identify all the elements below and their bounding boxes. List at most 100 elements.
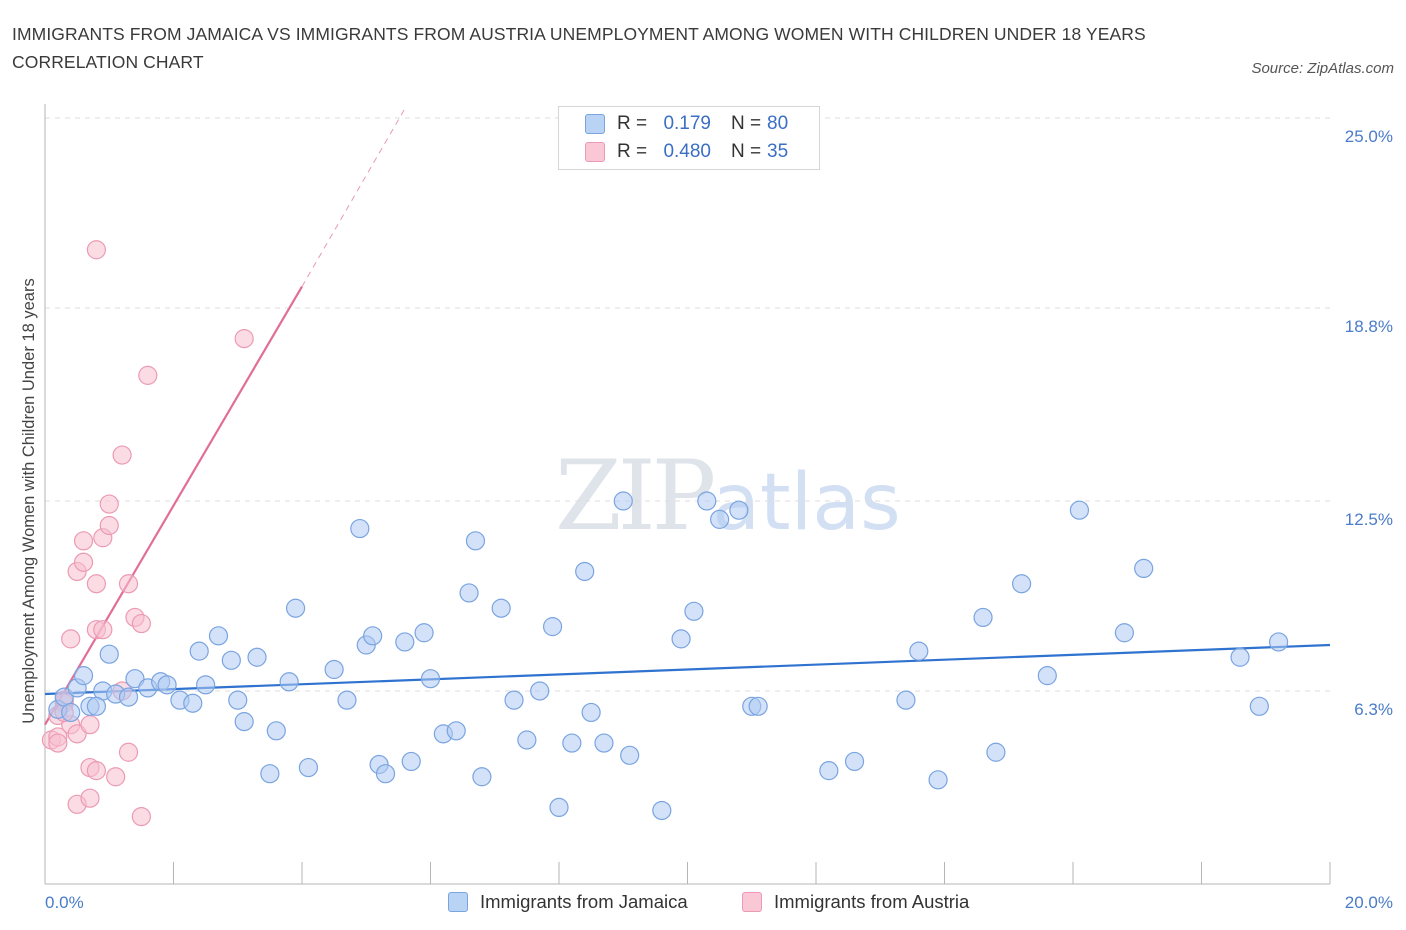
jamaica-point (350, 518, 370, 539)
jamaica-point (491, 598, 511, 618)
jamaica-point (61, 702, 81, 723)
jamaica-point (73, 666, 94, 686)
jamaica-point (1268, 632, 1289, 652)
jamaica-point (896, 690, 916, 710)
jamaica-point (266, 721, 286, 741)
austria-point (234, 329, 254, 349)
watermark-zip: ZIP (555, 440, 716, 552)
jamaica-point (395, 632, 415, 652)
austria-point (138, 365, 158, 385)
jamaica-point (337, 690, 357, 710)
jamaica-point (285, 598, 306, 618)
y-tick-label: 18.8% (1345, 317, 1393, 336)
n-value: 80 (767, 113, 789, 134)
chart-title: IMMIGRANTS FROM JAMAICA VS IMMIGRANTS FR… (12, 24, 1146, 72)
jamaica-point (420, 669, 441, 689)
austria-point (131, 613, 151, 634)
legend-row-austria: R = 0.480 N = 35 (585, 139, 788, 165)
jamaica-point (844, 751, 865, 772)
jamaica-point (819, 761, 839, 781)
jamaica-point (575, 561, 595, 582)
jamaica-point (1069, 500, 1090, 520)
jamaica-swatch (448, 892, 468, 912)
x-tick-label: 0.0% (45, 893, 84, 912)
jamaica-point (1134, 558, 1154, 579)
austria-point (93, 620, 113, 640)
austria-point (131, 806, 151, 827)
jamaica-point (1249, 696, 1269, 716)
austria-point (118, 574, 139, 594)
r-value: 0.480 (663, 141, 711, 162)
jamaica-point (189, 641, 209, 661)
jamaica-point (472, 767, 492, 787)
jamaica-point (620, 745, 640, 765)
y-tick-label: 12.5% (1345, 510, 1393, 529)
jamaica-point (208, 626, 229, 646)
jamaica-point (157, 675, 177, 695)
jamaica-swatch (585, 114, 605, 134)
jamaica-point (562, 733, 582, 753)
jamaica-point (279, 672, 299, 692)
grid-lines (45, 117, 1330, 692)
jamaica-point (401, 751, 421, 772)
r-label: R = (617, 113, 648, 134)
jamaica-point (581, 702, 601, 723)
jamaica-point (517, 730, 537, 750)
austria-swatch (742, 892, 762, 912)
jamaica-point (748, 696, 768, 716)
y-tick-label: 25.0% (1345, 127, 1393, 146)
austria-point (99, 515, 119, 536)
jamaica-point (684, 601, 704, 621)
jamaica-point (459, 583, 479, 603)
jamaica-point (118, 687, 139, 707)
austria-point (118, 742, 139, 762)
austria-point (73, 552, 94, 572)
austria-point (86, 240, 107, 260)
jamaica-point (909, 641, 929, 661)
jamaica-point (247, 647, 267, 667)
jamaica-point (530, 681, 550, 701)
r-value: 0.179 (663, 113, 711, 134)
jamaica-point (363, 626, 383, 646)
jamaica-point (221, 650, 241, 670)
jamaica-point (99, 644, 119, 664)
n-label: N = (731, 141, 762, 162)
source-credit: Source: ZipAtlas.com (1251, 60, 1394, 77)
austria-trend-extension (301, 108, 406, 287)
legend-label-austria: Immigrants from Austria (774, 891, 970, 912)
jamaica-points (48, 491, 1289, 821)
austria-points (41, 240, 254, 827)
bottom-legend-austria[interactable]: Immigrants from Austria (742, 888, 969, 916)
jamaica-point (86, 696, 107, 716)
r-label: R = (617, 141, 648, 162)
jamaica-point (1230, 647, 1250, 667)
jamaica-point (234, 712, 254, 732)
jamaica-point (671, 629, 691, 649)
jamaica-point (1011, 574, 1032, 594)
austria-point (99, 494, 119, 514)
x-tick-label: 20.0% (1345, 893, 1393, 912)
austria-point (80, 715, 100, 735)
austria-point (106, 767, 126, 787)
austria-point (61, 629, 81, 649)
axis-labels: 6.3% 12.5% 18.8% 25.0% 0.0% 20.0% Unemployment… (20, 127, 1393, 912)
jamaica-point (504, 690, 524, 710)
bottom-legend-jamaica[interactable]: Immigrants from Jamaica (448, 888, 688, 916)
jamaica-point (986, 742, 1006, 762)
jamaica-point (228, 690, 248, 710)
trend-lines (44, 108, 1331, 726)
stats-legend: R = 0.179 N = 80 R = 0.480 N = 35 (558, 106, 820, 170)
austria-point (48, 733, 68, 753)
jamaica-point (928, 770, 948, 790)
jamaica-point (697, 491, 717, 511)
jamaica-point (594, 733, 614, 753)
legend-row-jamaica: R = 0.179 N = 80 (585, 111, 788, 137)
jamaica-point (465, 531, 486, 551)
jamaica-point (196, 675, 216, 695)
jamaica-point (1037, 666, 1057, 686)
austria-point (80, 788, 100, 808)
austria-point (86, 761, 107, 781)
austria-point (73, 531, 94, 551)
y-axis-label: Unemployment Among Women with Children U… (20, 278, 38, 723)
